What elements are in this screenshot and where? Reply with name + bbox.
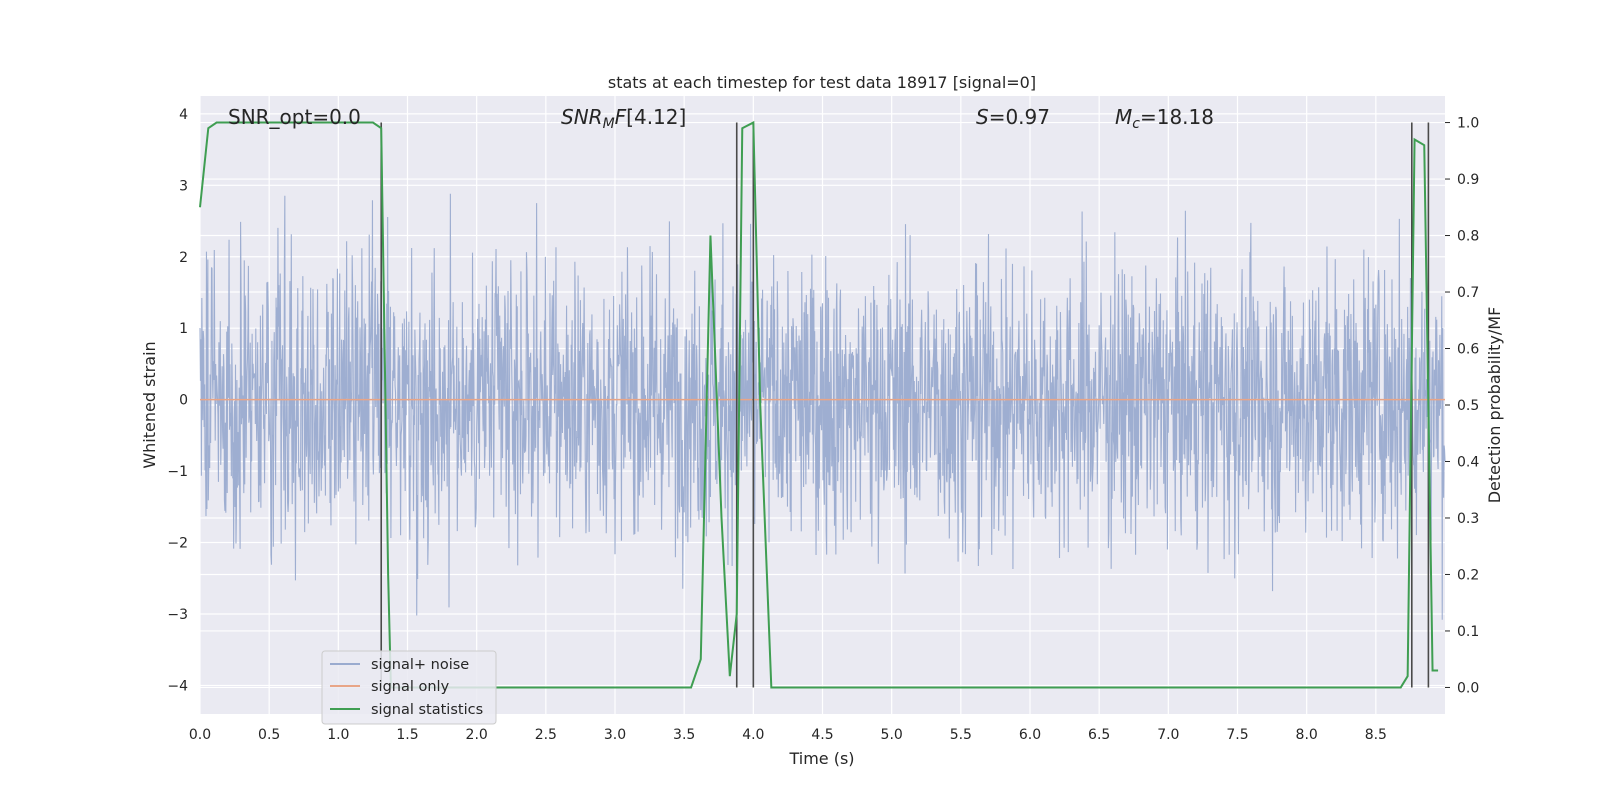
series-signal-noise (199, 193, 1446, 620)
y-right-tick-label: 0.1 (1457, 624, 1479, 640)
y-right-tick-label: 0.4 (1457, 454, 1479, 470)
y-axis-right-label: Detection probability/MF (1485, 307, 1504, 504)
y-right-tick-label: 0.5 (1457, 398, 1479, 414)
y-axis-left-label: Whitened strain (140, 341, 159, 468)
chart-title: stats at each timestep for test data 189… (608, 73, 1036, 92)
annotation-s: S=0.97 (976, 105, 1050, 129)
x-tick-label: 0.5 (258, 727, 280, 743)
y-right-tick-label: 0.0 (1457, 680, 1479, 696)
x-tick-label: 4.5 (811, 727, 833, 743)
y-right-tick-label: 0.7 (1457, 285, 1479, 301)
x-tick-label: 3.5 (673, 727, 695, 743)
x-tick-label: 1.0 (327, 727, 349, 743)
y-left-tick-label: 2 (179, 250, 188, 266)
x-tick-label: 5.0 (881, 727, 903, 743)
annotation-mc: Mc=18.18 (1115, 105, 1214, 132)
y-right-tick-label: 0.6 (1457, 342, 1479, 358)
y-left-tick-label: 1 (179, 321, 188, 337)
y-right-tick-label: 0.3 (1457, 511, 1479, 527)
annotation-snr-mf-value: [4.12] (626, 105, 686, 129)
x-tick-label: 4.0 (742, 727, 764, 743)
x-tick-label: 0.0 (189, 727, 211, 743)
annotation-snr-opt: SNR_opt=0.0 (228, 105, 361, 129)
annotation-mc-value: =18.18 (1140, 105, 1214, 129)
y-right-tick-label: 1.0 (1457, 116, 1479, 132)
x-axis-label: Time (s) (788, 749, 854, 768)
x-tick-label: 1.5 (396, 727, 418, 743)
y-right-tick-label: 0.2 (1457, 567, 1479, 583)
x-tick-label: 7.0 (1157, 727, 1179, 743)
x-tick-label: 5.5 (950, 727, 972, 743)
x-tick-label: 6.0 (1019, 727, 1041, 743)
legend-box (321, 650, 497, 725)
x-tick-label: 8.0 (1296, 727, 1318, 743)
annotation-snr-mf: SNRMF[4.12] (561, 105, 686, 132)
x-tick-label: 3.0 (604, 727, 626, 743)
legend-label-signal-only: signal only (371, 679, 450, 695)
signal-statistics-line (199, 120, 1439, 689)
x-tick-label: 2.5 (535, 727, 557, 743)
y-right-tick-label: 0.8 (1457, 229, 1479, 245)
signal-noise-line (199, 193, 1446, 620)
y-left-tick-label: 4 (179, 107, 188, 123)
x-tick-label: 6.5 (1088, 727, 1110, 743)
y-left-tick-label: 3 (179, 178, 188, 194)
tick-labels: 0.0 0.5 1.0 1.5 2.0 2.5 3.0 3.5 4.0 4.5 5.0 5.5 6.0 6… (167, 107, 1479, 743)
x-tick-label: 7.5 (1226, 727, 1248, 743)
series-signal-statistics (199, 120, 1439, 689)
x-tick-label: 8.5 (1365, 727, 1387, 743)
y-left-tick-label: −1 (167, 464, 188, 480)
y-left-tick-label: −2 (167, 536, 188, 552)
y-right-tick-label: 0.9 (1457, 172, 1479, 188)
x-tick-label: 2.0 (466, 727, 488, 743)
annotation-s-value: =0.97 (989, 105, 1050, 129)
legend: signal+ noise signal only signal statist… (321, 650, 497, 725)
legend-label-signal-statistics: signal statistics (371, 702, 483, 718)
y-left-tick-label: 0 (179, 393, 188, 409)
y-left-tick-label: −4 (167, 678, 188, 694)
legend-label-signal-noise: signal+ noise (371, 657, 469, 673)
y-left-tick-label: −3 (167, 607, 188, 623)
